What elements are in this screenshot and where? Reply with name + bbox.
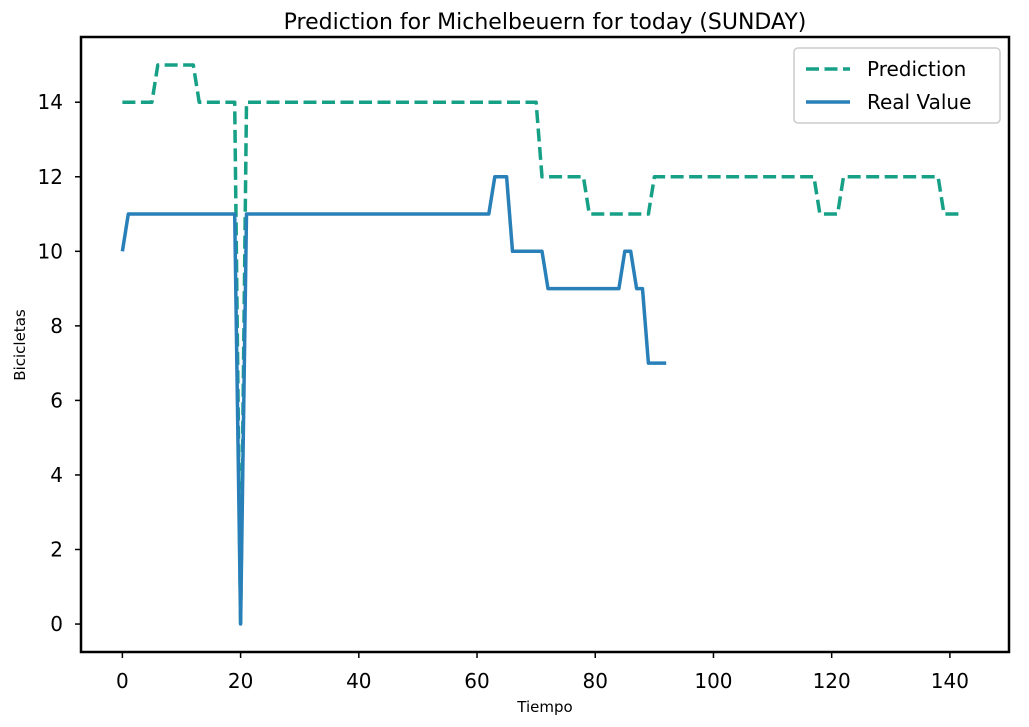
series-line-real-value — [120, 175, 667, 626]
y-tick-label: 8 — [50, 314, 63, 338]
y-tick-label: 0 — [50, 612, 63, 636]
x-tick-label: 140 — [931, 669, 969, 693]
x-tick-label: 0 — [116, 669, 129, 693]
x-tick-label: 80 — [583, 669, 608, 693]
x-tick-label: 40 — [346, 669, 371, 693]
x-tick-label: 60 — [464, 669, 489, 693]
x-tick-label: 120 — [813, 669, 851, 693]
chart-title: Prediction for Michelbeuern for today (S… — [284, 10, 807, 35]
y-tick-label: 14 — [38, 90, 63, 114]
y-tick-label: 12 — [38, 165, 63, 189]
legend-label-real-value: Real Value — [867, 90, 971, 114]
legend: Prediction Real Value — [793, 47, 1001, 124]
plot-frame — [79, 35, 1011, 654]
legend-box — [793, 47, 1001, 124]
y-axis-label: Bicicletas — [11, 309, 29, 381]
y-tick-label: 2 — [50, 538, 63, 562]
y-tick-label: 4 — [50, 463, 63, 487]
y-tick-label: 10 — [38, 239, 63, 263]
x-tick-label: 20 — [228, 669, 253, 693]
series-line-prediction — [122, 63, 962, 626]
x-axis-label: Tiempo — [516, 698, 572, 716]
y-tick-label: 6 — [50, 388, 63, 412]
legend-label-prediction: Prediction — [867, 57, 966, 81]
x-tick-label: 100 — [694, 669, 732, 693]
